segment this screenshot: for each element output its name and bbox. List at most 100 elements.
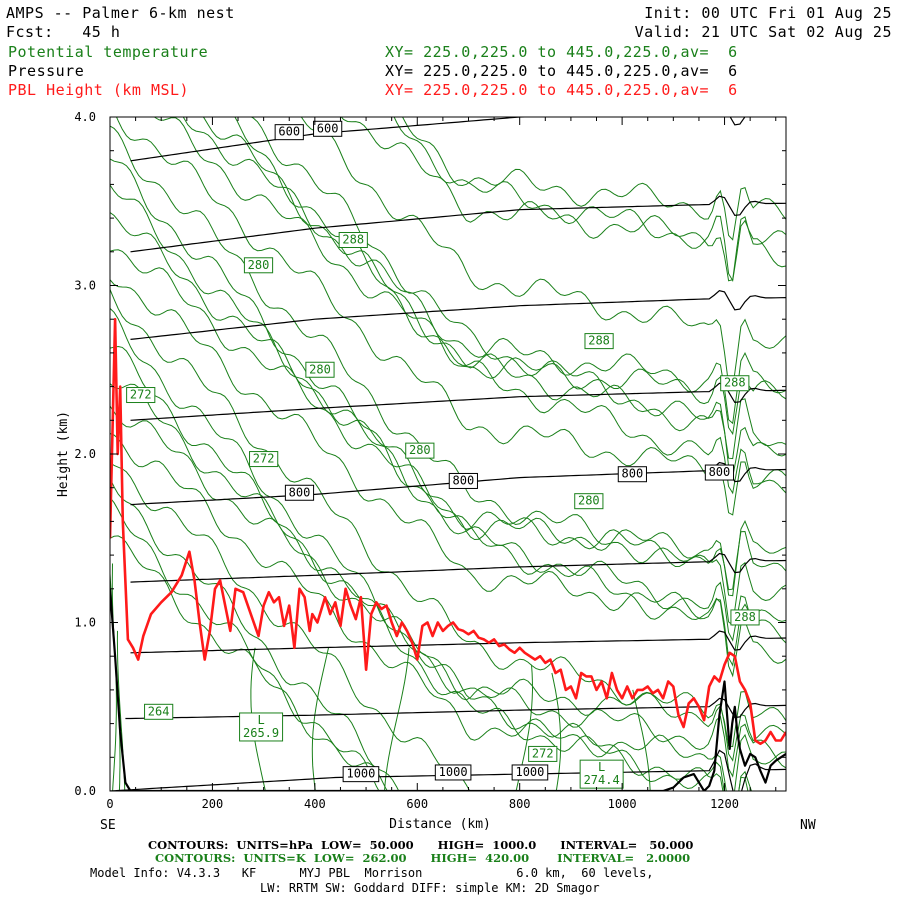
theta-contour [110,249,786,597]
theta-contour [110,433,786,791]
x-tick-label: 600 [406,797,428,811]
series-line-pbl [110,317,786,746]
field-label-theta: Potential temperature [8,43,209,61]
series-layer [110,317,786,791]
theta-contour-label: 280 [248,258,270,272]
theta-contour [110,158,786,678]
x-tick-label: 800 [509,797,531,811]
forecast-hour: Fcst: 45 h [6,23,121,41]
theta-contour-label-box [528,745,558,762]
theta-contour-label: 280 [578,494,600,508]
theta-contour-label-box [574,493,604,510]
valid-time: Valid: 21 UTC Sat 02 Aug 25 [634,23,892,41]
theta-low-label: 274.4 [584,773,620,787]
theta-contour-label-box [305,361,335,378]
theta-contour [110,383,786,778]
pressure-contour-600 [130,117,746,162]
theta-contour-label: 288 [588,334,610,348]
theta-contours [110,117,786,791]
pressure-contour-750 [130,382,786,421]
pressure-contour-label-box [434,764,472,781]
contour-labels: 1000 1000 1000 800 800 800 800 600 600 272 272 280 2… [126,120,760,789]
theta-contour [110,478,400,791]
pressure-contour-850 [130,552,786,583]
theta-contour-label: 272 [253,452,275,466]
x-tick-label: 0 [106,797,113,811]
y-tick-label: 3.0 [74,279,96,293]
pressure-contour-label-box [617,466,647,483]
pressure-contour-label: 1000 [439,765,468,779]
theta-contour-label-box [243,257,274,274]
theta-contour-label: 264 [148,704,170,718]
pressure-contour-650 [130,195,786,253]
x-tick-label: 1200 [710,797,739,811]
x-tick-label: 400 [304,797,326,811]
theta-contour-label: 288 [342,233,364,247]
theta-contour-label-box [338,232,368,249]
theta-contour-label: 288 [724,376,746,390]
theta-contour [110,289,786,762]
field-xy-pbl: XY= 225.0,225.0 to 445.0,225.0,av= 6 [385,81,738,99]
pressure-contour-label-box [313,120,343,137]
theta-low-label: 265.9 [243,726,279,740]
theta-contour [393,117,786,283]
pressure-contour-label: 1000 [515,765,544,779]
theta-contour [110,279,786,667]
theta-low-label-box [239,712,284,742]
theta-contour-label-box [249,451,279,468]
pressure-contour-label-box [511,764,549,781]
theta-contour-lowlevel [632,689,651,791]
theta-contour [115,117,786,516]
theta-contour-label-box [584,333,614,350]
y-tick-label: 0.0 [74,784,96,798]
footer-theta-contours: CONTOURS: UNITS=K LOW= 262.00 HIGH= 420.… [155,851,691,865]
theta-contour [110,125,786,626]
init-time: Init: 00 UTC Fri 01 Aug 25 [644,4,892,22]
theta-contour [202,117,786,460]
theta-contour [110,497,380,791]
theta-contour [182,117,786,425]
theta-contour-label: 280 [409,443,431,457]
footer-physics: LW: RRTM SW: Goddard DIFF: simple KM: 2D… [260,881,600,895]
y-tick-label: 4.0 [74,110,96,124]
theta-contour-label: 272 [130,388,152,402]
theta-contour-label-box [730,609,760,626]
theta-contour [110,212,786,591]
theta-contour-lowlevel [311,647,329,791]
pressure-contour-700 [130,290,786,340]
theta-low-label: L [257,713,264,727]
series-line-terrain [110,588,786,791]
x-tick-label: 200 [202,797,224,811]
title: AMPS -- Palmer 6-km nest [6,4,235,22]
pressure-contour-label-box [274,124,304,141]
theta-low-label: L [598,760,605,774]
x-axis-title: Distance (km) [389,817,491,832]
y-tick-label: 2.0 [74,447,96,461]
y-tick-label: 1.0 [74,616,96,630]
theta-contour [110,308,749,791]
theta-contour [234,117,786,495]
pressure-contour-label-box [704,464,735,481]
theta-contour-label: 272 [532,746,554,760]
footer-pressure-contours: CONTOURS: UNITS=hPa LOW= 50.000 HIGH= 10… [148,838,694,852]
theta-contour [153,117,786,436]
pressure-contour-900 [130,630,786,654]
theta-contour [110,184,786,644]
pressure-contour-label-box [448,472,478,489]
theta-contour [110,462,471,791]
right-end-label: NW [800,818,816,833]
field-label-pbl: PBL Height (km MSL) [8,81,190,99]
theta-contour [401,117,786,241]
left-end-label: SE [100,818,116,833]
theta-contour [250,117,786,479]
x-tick-label: 1000 [608,797,637,811]
theta-contour-label-box [405,442,435,459]
pressure-contour-label: 600 [317,121,339,135]
pressure-contour-label: 800 [289,485,311,499]
pressure-contours [110,117,786,791]
field-xy-pressure: XY= 225.0,225.0 to 445.0,225.0,av= 6 [385,62,738,80]
theta-contour-lowlevel [384,647,410,791]
theta-contour-label: 288 [734,610,756,624]
field-label-pressure: Pressure [8,62,85,80]
